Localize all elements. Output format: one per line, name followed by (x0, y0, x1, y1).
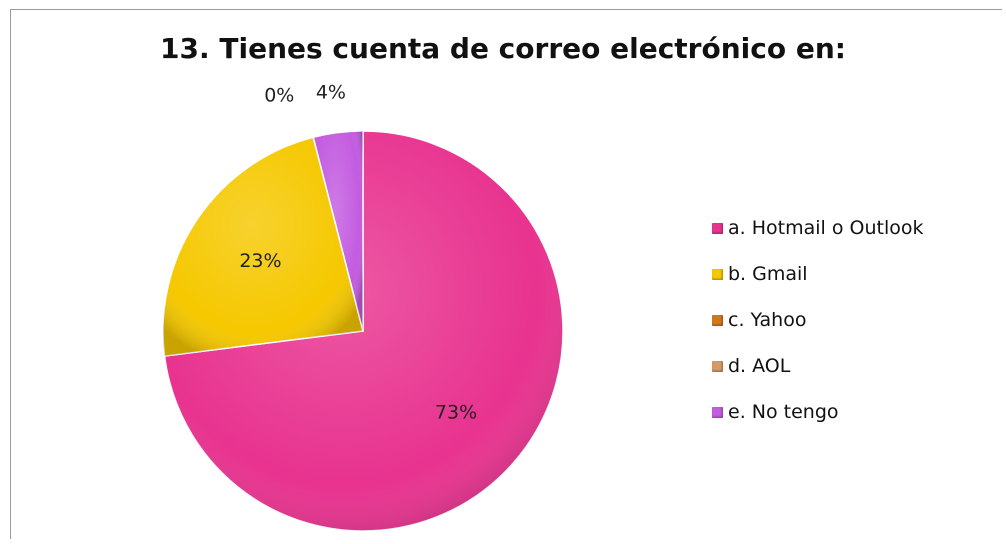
legend-label-2: b. Gmail (728, 263, 808, 285)
legend-label-3: c. Yahoo (728, 309, 807, 331)
pie-slice-shading-5 (313, 131, 363, 331)
legend-item-1: a. Hotmail o Outlook (712, 205, 923, 251)
legend-label-4: d. AOL (728, 355, 791, 377)
legend-item-2: b. Gmail (712, 251, 923, 297)
legend-label-5: e. No tengo (728, 401, 839, 423)
legend-item-3: c. Yahoo (712, 297, 923, 343)
data-label-5: 4% (316, 81, 346, 103)
legend-swatch-5 (712, 406, 723, 418)
legend-label-1: a. Hotmail o Outlook (728, 217, 924, 239)
legend-item-5: e. No tengo (712, 389, 923, 435)
legend-item-4: d. AOL (712, 343, 923, 389)
legend-swatch-1 (712, 222, 723, 234)
pie-slice-shading-1 (164, 131, 563, 531)
data-label-2: 23% (239, 250, 281, 272)
chart-legend: a. Hotmail o Outlook b. Gmail c. Yahoo d. A… (712, 205, 923, 435)
pie-slice-shading-2 (163, 137, 363, 357)
legend-swatch-3 (712, 314, 723, 326)
data-label-4: 0% (264, 85, 294, 107)
data-label-1: 73% (435, 402, 477, 424)
legend-swatch-4 (712, 360, 723, 372)
chart-title: 13. Tienes cuenta de correo electrónico … (160, 32, 846, 65)
legend-swatch-2 (712, 268, 723, 280)
